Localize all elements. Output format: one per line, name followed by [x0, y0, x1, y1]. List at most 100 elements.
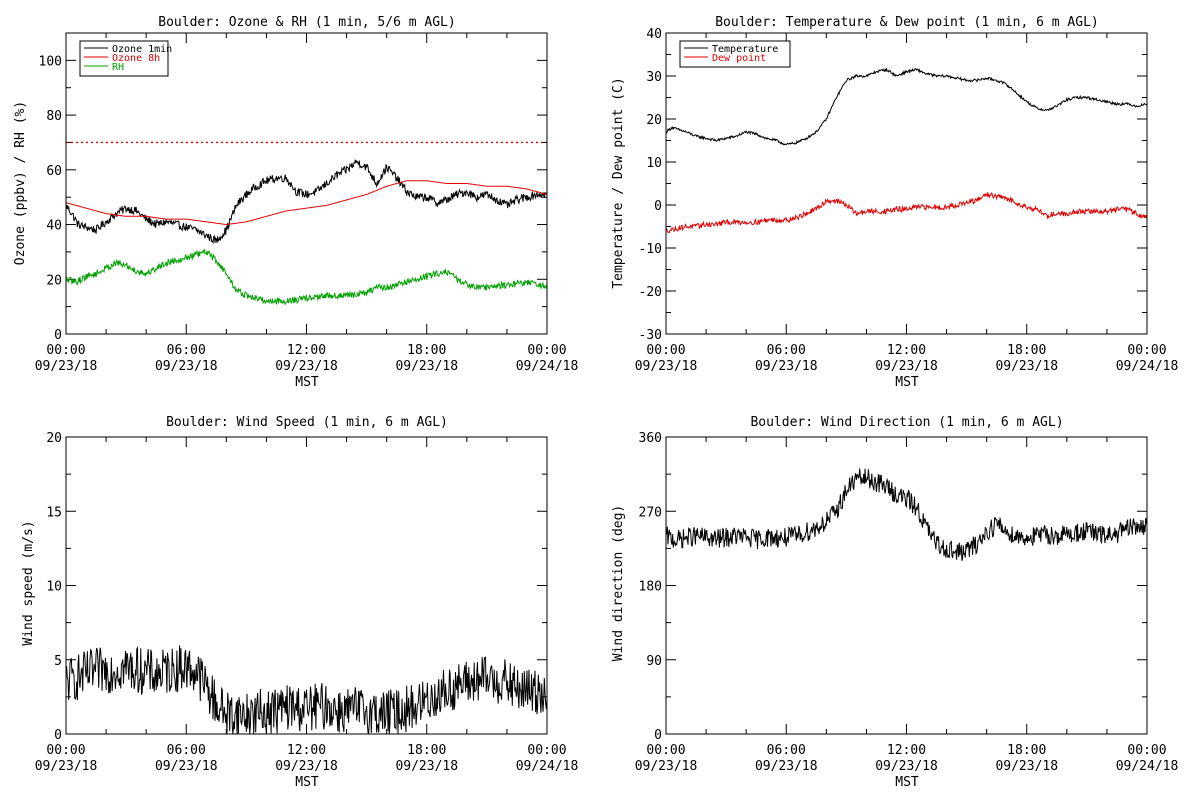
x-tick-label: 00:00	[527, 343, 566, 358]
series-line-trace-3	[665, 468, 1148, 561]
series-line-ozone-8h	[65, 180, 548, 225]
y-tick-label: -20	[639, 285, 662, 300]
chart-title: Boulder: Wind Speed (1 min, 6 m AGL)	[166, 415, 448, 430]
y-axis-label: Wind direction (deg)	[611, 505, 626, 662]
legend-label: Ozone 1min	[112, 44, 172, 55]
plot-frame	[65, 436, 548, 735]
y-tick-label: 90	[646, 654, 662, 669]
ozone-rh-panel: Boulder: Ozone & RH (1 min, 5/6 m AGL) M…	[13, 15, 578, 390]
x-tick-label: 00:00	[646, 743, 685, 758]
x-axis-label: MST	[895, 375, 919, 390]
legend-label: Dew point	[712, 53, 766, 64]
y-tick-label: 100	[39, 54, 62, 69]
x-tick-label: 00:00	[1127, 343, 1166, 358]
series-line-dew-point	[665, 192, 1148, 234]
y-axis-label: Temperature / Dew point (C)	[611, 77, 626, 288]
x-tick-label: 06:00	[167, 743, 206, 758]
x-tick-label-date: 09/23/18	[635, 759, 698, 774]
y-tick-label: -10	[639, 242, 662, 257]
x-tick-label-date: 09/23/18	[995, 359, 1058, 374]
x-tick-label: 12:00	[287, 743, 326, 758]
x-tick-label: 12:00	[887, 343, 926, 358]
x-tick-label: 00:00	[46, 343, 85, 358]
x-tick-label: 06:00	[767, 343, 806, 358]
series-line-trace-2	[65, 645, 548, 735]
wind-direction-panel: Boulder: Wind Direction (1 min, 6 m AGL)…	[611, 415, 1178, 790]
x-tick-label: 00:00	[646, 343, 685, 358]
x-tick-label: 00:00	[527, 743, 566, 758]
y-tick-label: 360	[639, 431, 662, 446]
x-tick-label-date: 09/23/18	[275, 759, 338, 774]
plot-frame	[665, 32, 1148, 335]
temperature-dewpoint-panel: Boulder: Temperature & Dew point (1 min,…	[611, 15, 1178, 390]
x-tick-label-date: 09/23/18	[275, 359, 338, 374]
x-tick-label: 18:00	[1007, 343, 1046, 358]
x-tick-label-date: 09/23/18	[755, 759, 818, 774]
x-tick-label-date: 09/23/18	[155, 759, 218, 774]
y-tick-label: -30	[639, 328, 662, 343]
series-line-ozone-1min	[65, 159, 548, 245]
legend-box	[79, 40, 169, 77]
x-tick-label-date: 09/23/18	[995, 759, 1058, 774]
x-tick-label: 06:00	[767, 743, 806, 758]
x-tick-label: 00:00	[46, 743, 85, 758]
x-tick-label: 18:00	[407, 743, 446, 758]
y-tick-label: 20	[646, 113, 662, 128]
x-tick-label-date: 09/23/18	[875, 359, 938, 374]
x-tick-label-date: 09/23/18	[35, 359, 98, 374]
x-tick-label: 06:00	[167, 343, 206, 358]
x-tick-label-date: 09/24/18	[516, 759, 579, 774]
y-tick-label: 0	[54, 328, 62, 343]
x-tick-label-date: 09/24/18	[1116, 759, 1179, 774]
y-tick-label: 80	[46, 109, 62, 124]
wind-speed-panel: Boulder: Wind Speed (1 min, 6 m AGL) MST…	[21, 415, 578, 790]
series-line-temperature	[665, 67, 1148, 146]
x-axis-label: MST	[295, 375, 319, 390]
legend-box	[679, 40, 791, 68]
y-tick-label: 30	[646, 70, 662, 85]
plot-frame	[65, 32, 548, 335]
y-tick-label: 0	[654, 728, 662, 743]
x-tick-label: 12:00	[287, 343, 326, 358]
y-tick-label: 270	[639, 505, 662, 520]
x-tick-label-date: 09/24/18	[516, 359, 579, 374]
y-tick-label: 5	[54, 654, 62, 669]
y-tick-label: 0	[654, 199, 662, 214]
y-tick-label: 40	[46, 219, 62, 234]
y-tick-label: 10	[46, 580, 62, 595]
x-tick-label-date: 09/23/18	[35, 759, 98, 774]
y-tick-label: 60	[46, 164, 62, 179]
x-axis-label: MST	[295, 775, 319, 790]
x-axis-label: MST	[895, 775, 919, 790]
chart-title: Boulder: Wind Direction (1 min, 6 m AGL)	[750, 415, 1063, 430]
y-axis-label: Wind speed (m/s)	[21, 520, 36, 645]
x-tick-label-date: 09/23/18	[635, 359, 698, 374]
y-tick-label: 20	[46, 273, 62, 288]
legend-label: Temperature	[712, 44, 778, 55]
x-tick-label: 12:00	[887, 743, 926, 758]
y-tick-label: 40	[646, 27, 662, 42]
chart-title: Boulder: Ozone & RH (1 min, 5/6 m AGL)	[158, 15, 455, 30]
x-tick-label: 00:00	[1127, 743, 1166, 758]
y-axis-label: Ozone (ppbv) / RH (%)	[13, 101, 28, 265]
x-tick-label: 18:00	[407, 343, 446, 358]
plot-frame	[665, 436, 1148, 735]
y-tick-label: 0	[54, 728, 62, 743]
y-tick-label: 180	[639, 580, 662, 595]
x-tick-label: 18:00	[1007, 743, 1046, 758]
x-tick-label-date: 09/23/18	[155, 359, 218, 374]
y-tick-label: 10	[646, 156, 662, 171]
chart-title: Boulder: Temperature & Dew point (1 min,…	[715, 15, 1099, 30]
x-tick-label-date: 09/23/18	[395, 359, 458, 374]
x-tick-label-date: 09/23/18	[755, 359, 818, 374]
x-tick-label-date: 09/23/18	[875, 759, 938, 774]
x-tick-label-date: 09/23/18	[395, 759, 458, 774]
y-tick-label: 20	[46, 431, 62, 446]
series-line-rh	[65, 249, 548, 306]
y-tick-label: 15	[46, 505, 62, 520]
x-tick-label-date: 09/24/18	[1116, 359, 1179, 374]
legend-label: Ozone 8h	[112, 53, 160, 64]
legend-label: RH	[112, 62, 124, 73]
